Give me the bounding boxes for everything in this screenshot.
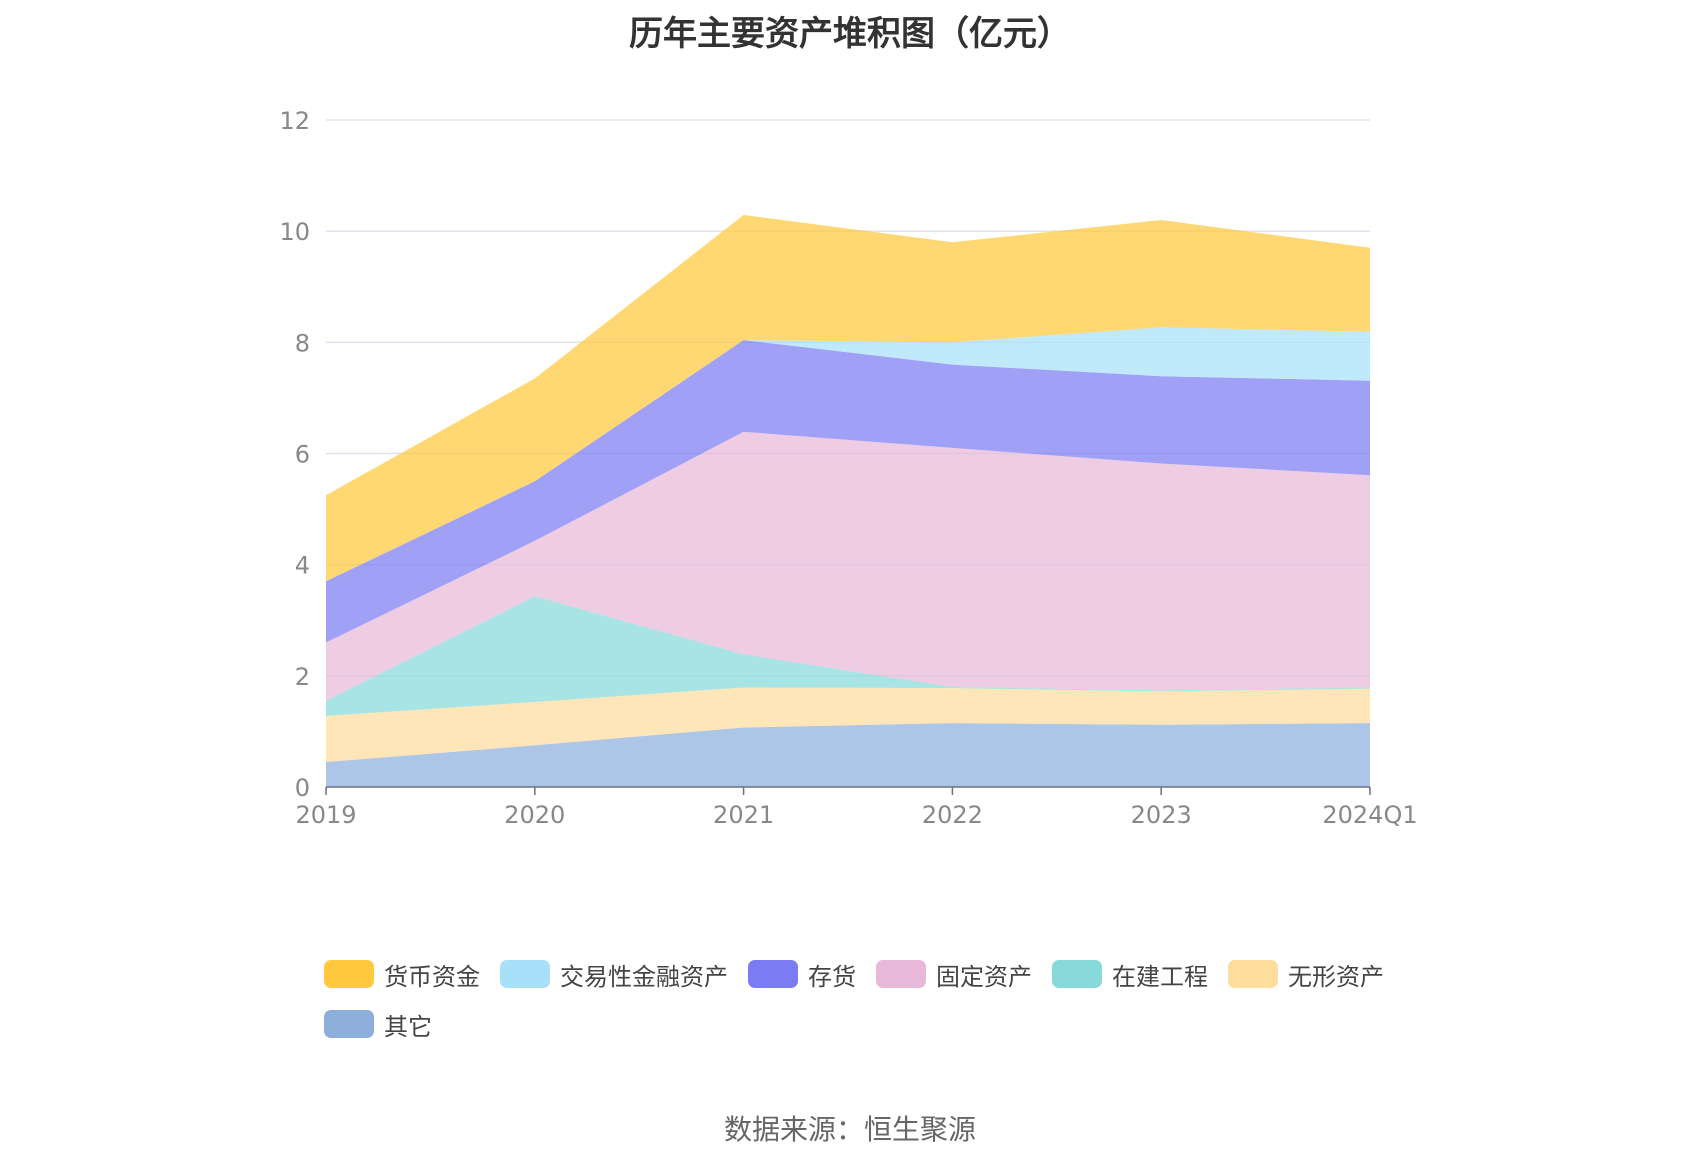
legend-swatch — [324, 1010, 374, 1038]
legend-swatch — [1052, 960, 1102, 988]
chart-title: 历年主要资产堆积图（亿元） — [629, 14, 1071, 54]
x-tick-label-3: 2022 — [922, 801, 983, 829]
area-series-4 — [326, 340, 1370, 643]
legend-swatch — [748, 960, 798, 988]
legend-label: 无形资产 — [1288, 962, 1384, 991]
area-series-5 — [326, 327, 1370, 582]
legend-item-5[interactable]: 无形资产 — [1228, 958, 1384, 991]
legend-swatch — [1228, 960, 1278, 988]
y-tick-label-4: 4 — [295, 552, 310, 580]
y-tick-label-6: 6 — [295, 441, 310, 469]
x-tick-label-4: 2023 — [1131, 801, 1192, 829]
area-series-3 — [326, 431, 1370, 701]
area-series-2 — [326, 596, 1370, 716]
legend-item-4[interactable]: 在建工程 — [1052, 958, 1208, 991]
y-tick-label-2: 2 — [295, 663, 310, 691]
y-tick-label-10: 10 — [279, 218, 310, 246]
area-series-1 — [326, 687, 1370, 762]
legend-item-0[interactable]: 货币资金 — [324, 958, 480, 991]
x-tick-label-2: 2021 — [713, 801, 774, 829]
y-tick-label-8: 8 — [295, 329, 310, 357]
data-source-note: 数据来源：恒生聚源 — [723, 1113, 976, 1146]
legend-label: 存货 — [808, 962, 856, 991]
y-tick-label-12: 12 — [279, 107, 310, 135]
legend-label: 货币资金 — [384, 962, 480, 991]
legend-label: 交易性金融资产 — [560, 962, 728, 991]
legend-label: 固定资产 — [936, 962, 1032, 991]
x-tick-label-0: 2019 — [295, 801, 356, 829]
legend-swatch — [500, 960, 550, 988]
legend-swatch — [876, 960, 926, 988]
legend-item-1[interactable]: 交易性金融资产 — [500, 958, 728, 991]
x-tick-label-5: 2024Q1 — [1322, 801, 1417, 829]
x-tick-label-1: 2020 — [504, 801, 565, 829]
area-series-0 — [326, 723, 1370, 787]
axis-layer: 0 2 4 6 8 10 12 2019 2020 2021 2022 2023 2024Q1 — [279, 107, 1417, 829]
legend-label: 其它 — [384, 1012, 432, 1041]
stacked-area-chart: 0 2 4 6 8 10 12 2019 2020 2021 2022 2023 2024Q1 — [279, 107, 1417, 829]
legend-item-6[interactable]: 其它 — [324, 1008, 432, 1041]
legend-item-2[interactable]: 存货 — [748, 958, 856, 991]
legend-label: 在建工程 — [1112, 962, 1208, 991]
chart-legend: 货币资金 交易性金融资产 存货 固定资产 在建工程 无形资产其它 — [324, 958, 1424, 1058]
area-series-6 — [326, 215, 1370, 582]
y-tick-label-0: 0 — [295, 774, 310, 802]
legend-item-3[interactable]: 固定资产 — [876, 958, 1032, 991]
area-layer — [326, 215, 1370, 787]
legend-swatch — [324, 960, 374, 988]
